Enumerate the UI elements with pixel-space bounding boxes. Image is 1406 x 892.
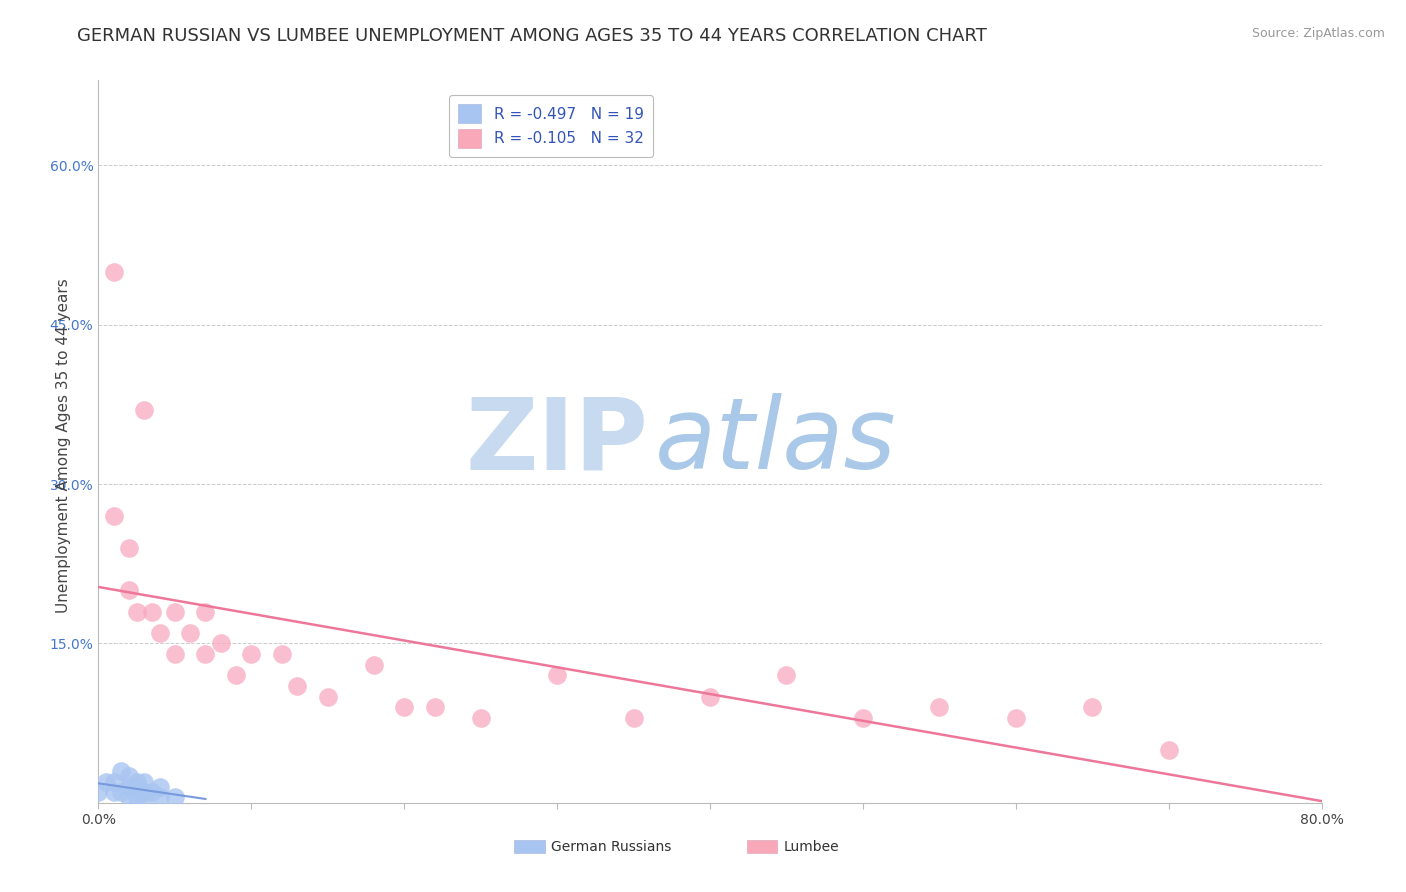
Point <box>852 711 875 725</box>
Point <box>163 647 186 661</box>
Point <box>134 402 156 417</box>
Point <box>363 657 385 672</box>
Point <box>110 764 132 778</box>
Point <box>179 625 201 640</box>
Point <box>103 264 125 278</box>
Point <box>163 790 186 805</box>
Text: ZIP: ZIP <box>465 393 648 490</box>
Point <box>149 625 172 640</box>
Point <box>699 690 721 704</box>
Text: atlas: atlas <box>655 393 897 490</box>
Point <box>103 774 125 789</box>
Point <box>134 774 156 789</box>
Point <box>110 785 132 799</box>
Text: Source: ZipAtlas.com: Source: ZipAtlas.com <box>1251 27 1385 40</box>
Point <box>125 605 148 619</box>
Point <box>163 605 186 619</box>
Point <box>118 541 141 555</box>
Point <box>285 679 308 693</box>
Point <box>240 647 263 661</box>
Point <box>149 780 172 794</box>
Point <box>134 790 156 805</box>
Point <box>1004 711 1026 725</box>
Point <box>270 647 292 661</box>
FancyBboxPatch shape <box>515 840 546 854</box>
Text: Lumbee: Lumbee <box>783 840 839 854</box>
Point <box>125 780 148 794</box>
Point <box>141 785 163 799</box>
Point <box>623 711 645 725</box>
Point <box>194 647 217 661</box>
Point <box>928 700 950 714</box>
Point <box>94 774 117 789</box>
Point <box>125 790 148 805</box>
Point <box>470 711 492 725</box>
Point <box>775 668 797 682</box>
Point <box>125 774 148 789</box>
Text: GERMAN RUSSIAN VS LUMBEE UNEMPLOYMENT AMONG AGES 35 TO 44 YEARS CORRELATION CHAR: GERMAN RUSSIAN VS LUMBEE UNEMPLOYMENT AM… <box>77 27 987 45</box>
Point <box>1081 700 1104 714</box>
Point <box>118 583 141 598</box>
Point <box>103 508 125 523</box>
Point <box>118 769 141 783</box>
Point <box>141 605 163 619</box>
FancyBboxPatch shape <box>747 840 778 854</box>
Point <box>392 700 416 714</box>
Point <box>194 605 217 619</box>
Point <box>149 790 172 805</box>
Point <box>134 785 156 799</box>
Point <box>423 700 446 714</box>
Legend: R = -0.497   N = 19, R = -0.105   N = 32: R = -0.497 N = 19, R = -0.105 N = 32 <box>450 95 652 157</box>
Point <box>1157 742 1180 756</box>
Point <box>225 668 247 682</box>
Point <box>118 790 141 805</box>
Point <box>87 785 110 799</box>
Point <box>209 636 232 650</box>
Point <box>316 690 339 704</box>
Point <box>103 785 125 799</box>
Point <box>546 668 568 682</box>
Text: Unemployment Among Ages 35 to 44 years: Unemployment Among Ages 35 to 44 years <box>56 278 70 614</box>
Point <box>118 780 141 794</box>
Text: German Russians: German Russians <box>551 840 672 854</box>
